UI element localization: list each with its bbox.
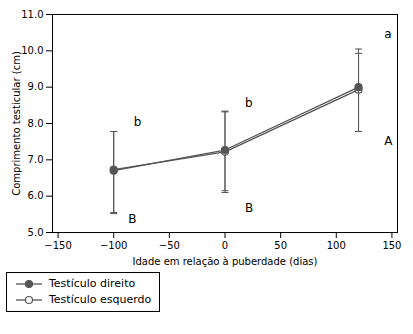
- svg-text:−50: −50: [159, 240, 180, 251]
- svg-text:b: b: [245, 96, 253, 110]
- svg-text:B: B: [128, 212, 136, 226]
- svg-text:6.0: 6.0: [28, 190, 44, 201]
- svg-text:B: B: [245, 201, 253, 215]
- svg-text:150: 150: [382, 240, 401, 251]
- html-text:Testículo direito: Testículo direito: [49, 277, 136, 290]
- svg-text:b: b: [134, 115, 142, 129]
- svg-text:0: 0: [222, 240, 228, 251]
- svg-text:−150: −150: [44, 240, 71, 251]
- svg-text:Idade em relação à puberdade (: Idade em relação à puberdade (dias): [133, 256, 318, 267]
- svg-text:7.0: 7.0: [28, 154, 44, 165]
- svg-text:11.0: 11.0: [21, 9, 43, 20]
- svg-text:50: 50: [274, 240, 287, 251]
- svg-text:9.0: 9.0: [28, 81, 44, 92]
- svg-text:A: A: [384, 134, 393, 148]
- svg-text:10.0: 10.0: [21, 45, 43, 56]
- svg-text:5.0: 5.0: [28, 227, 44, 238]
- svg-text:Comprimento testicular (cm): Comprimento testicular (cm): [11, 51, 22, 196]
- html-text:Testículo esquerdo: Testículo esquerdo: [49, 293, 152, 306]
- svg-text:−100: −100: [100, 240, 127, 251]
- svg-text:8.0: 8.0: [28, 118, 44, 129]
- svg-text:a: a: [384, 27, 391, 41]
- svg-text:100: 100: [327, 240, 346, 251]
